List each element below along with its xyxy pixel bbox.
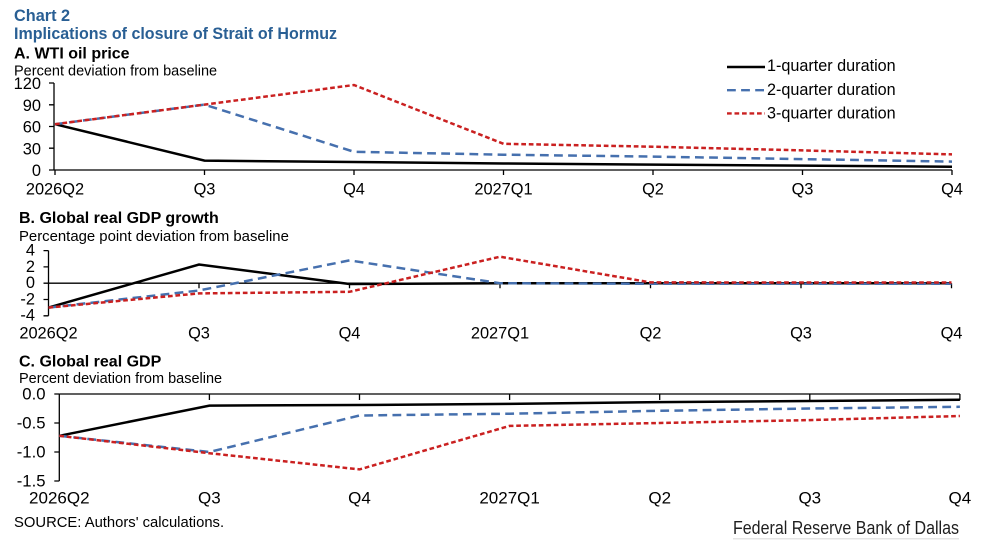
svg-text:-2: -2 (20, 290, 35, 308)
svg-text:Q2: Q2 (648, 489, 671, 508)
svg-text:C. Global real GDP: C. Global real GDP (19, 353, 162, 370)
svg-text:Q4: Q4 (941, 325, 963, 343)
svg-text:4: 4 (26, 242, 35, 260)
svg-text:Percent deviation from baselin: Percent deviation from baseline (19, 371, 222, 387)
svg-text:-1.5: -1.5 (17, 471, 46, 490)
svg-text:Q4: Q4 (949, 489, 972, 508)
svg-text:Percentage point deviation fro: Percentage point deviation from baseline (19, 229, 289, 245)
svg-text:2026Q2: 2026Q2 (26, 181, 84, 199)
svg-text:-1.0: -1.0 (17, 442, 46, 461)
svg-text:2027Q1: 2027Q1 (471, 325, 529, 343)
svg-text:Q3: Q3 (198, 489, 221, 508)
svg-text:2027Q1: 2027Q1 (474, 181, 532, 199)
svg-text:0.0: 0.0 (22, 384, 45, 403)
svg-text:Q4: Q4 (343, 181, 365, 199)
svg-text:0: 0 (26, 274, 35, 292)
svg-text:Q4: Q4 (348, 489, 371, 508)
svg-text:Q2: Q2 (642, 181, 664, 199)
svg-text:90: 90 (23, 97, 41, 115)
svg-text:30: 30 (23, 140, 41, 158)
svg-text:Q4: Q4 (941, 181, 963, 199)
svg-text:2027Q1: 2027Q1 (479, 489, 540, 508)
svg-text:Q3: Q3 (790, 325, 812, 343)
svg-text:60: 60 (23, 119, 41, 137)
svg-text:Q3: Q3 (792, 181, 814, 199)
svg-text:2: 2 (26, 258, 35, 276)
svg-text:120: 120 (14, 75, 41, 93)
svg-text:Federal Reserve Bank of Dallas: Federal Reserve Bank of Dallas (733, 518, 959, 538)
svg-text:Implications of closure of Str: Implications of closure of Strait of Hor… (14, 25, 337, 43)
svg-text:2026Q2: 2026Q2 (29, 489, 90, 508)
svg-text:Q3: Q3 (194, 181, 216, 199)
svg-text:2026Q2: 2026Q2 (19, 325, 77, 343)
svg-text:A. WTI oil price: A. WTI oil price (14, 46, 130, 63)
svg-text:-0.5: -0.5 (17, 413, 46, 432)
svg-text:-4: -4 (20, 307, 35, 325)
svg-text:Q2: Q2 (640, 325, 662, 343)
svg-text:1-quarter duration: 1-quarter duration (767, 57, 896, 75)
svg-text:Percent deviation from baselin: Percent deviation from baseline (14, 63, 217, 79)
svg-text:Q3: Q3 (798, 489, 821, 508)
svg-text:0: 0 (32, 162, 41, 180)
svg-text:Q4: Q4 (339, 325, 361, 343)
svg-text:3-quarter duration: 3-quarter duration (767, 105, 896, 123)
svg-text:Q3: Q3 (188, 325, 210, 343)
svg-text:SOURCE: Authors' calculations.: SOURCE: Authors' calculations. (14, 515, 224, 531)
svg-text:B. Global real GDP growth: B. Global real GDP growth (19, 210, 219, 227)
svg-text:2-quarter duration: 2-quarter duration (767, 81, 896, 99)
svg-text:Chart 2: Chart 2 (14, 7, 70, 25)
